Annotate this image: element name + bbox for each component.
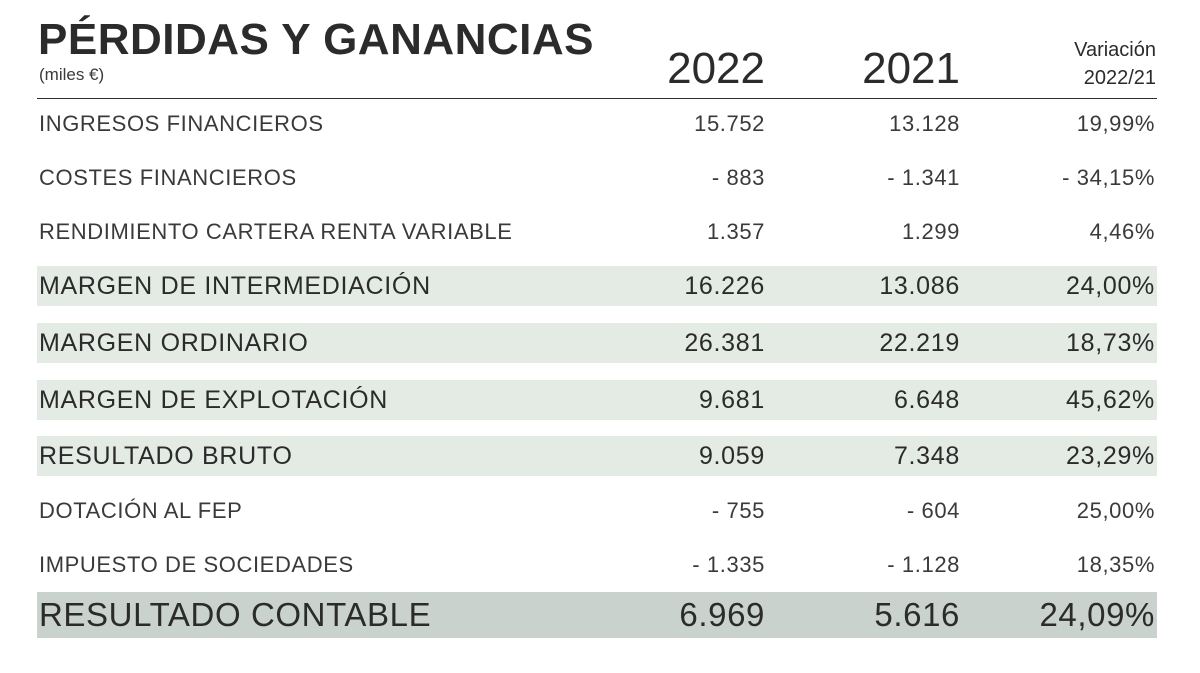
value-2022: 15.752 (694, 111, 765, 136)
value-2021: 13.086 (879, 272, 960, 300)
units-subtitle: (miles €) (39, 65, 105, 84)
value-2022: 9.059 (698, 442, 765, 470)
value-variation: 45,62% (1066, 386, 1155, 414)
value-variation: 24,09% (1039, 596, 1155, 633)
row-label: RESULTADO CONTABLE (39, 596, 432, 633)
table-row: MARGEN DE EXPLOTACIÓN 9.681 6.648 45,62% (37, 380, 1157, 420)
value-2022: 16.226 (684, 272, 765, 300)
value-2022: 6.969 (679, 596, 765, 633)
row-label: MARGEN DE INTERMEDIACIÓN (39, 272, 431, 300)
column-header-2022: 2022 (667, 44, 765, 93)
value-2021: 5.616 (874, 596, 960, 633)
table-row: COSTES FINANCIEROS - 883 - 1.341 - 34,15… (37, 158, 1157, 198)
value-2021: 6.648 (893, 386, 960, 414)
row-label: IMPUESTO DE SOCIEDADES (39, 552, 354, 577)
row-label: COSTES FINANCIEROS (39, 165, 297, 190)
value-variation: 18,73% (1066, 329, 1155, 357)
row-label: MARGEN ORDINARIO (39, 329, 309, 357)
table-row: MARGEN DE INTERMEDIACIÓN 16.226 13.086 2… (37, 266, 1157, 306)
row-label: RESULTADO BRUTO (39, 442, 293, 470)
table-row: INGRESOS FINANCIEROS 15.752 13.128 19,99… (37, 104, 1157, 144)
page-title: PÉRDIDAS Y GANANCIAS (38, 15, 595, 64)
table-row: IMPUESTO DE SOCIEDADES - 1.335 - 1.128 1… (37, 545, 1157, 585)
value-2022: - 883 (711, 165, 765, 190)
value-2021: - 1.341 (887, 165, 960, 190)
row-label: RENDIMIENTO CARTERA RENTA VARIABLE (39, 219, 513, 244)
value-2021: - 1.128 (887, 552, 960, 577)
value-2021: 7.348 (893, 442, 960, 470)
value-2022: 1.357 (706, 219, 765, 244)
row-label: INGRESOS FINANCIEROS (39, 111, 324, 136)
value-2022: 26.381 (684, 329, 765, 357)
value-2022: - 755 (711, 498, 765, 523)
value-variation: - 34,15% (1062, 165, 1155, 190)
value-2022: 9.681 (698, 386, 765, 414)
value-variation: 23,29% (1066, 442, 1155, 470)
row-label: MARGEN DE EXPLOTACIÓN (39, 386, 389, 414)
column-header-variation-line2: 2022/21 (1083, 67, 1156, 89)
column-header-variation-line1: Variación (1074, 39, 1156, 61)
table-row: MARGEN ORDINARIO 26.381 22.219 18,73% (37, 323, 1157, 363)
value-variation: 19,99% (1076, 111, 1155, 136)
value-variation: 18,35% (1076, 552, 1155, 577)
value-2022: - 1.335 (692, 552, 765, 577)
value-2021: 13.128 (889, 111, 960, 136)
value-2021: - 604 (906, 498, 960, 523)
value-2021: 22.219 (879, 329, 960, 357)
value-variation: 4,46% (1089, 219, 1155, 244)
value-variation: 25,00% (1076, 498, 1155, 523)
table-row: DOTACIÓN AL FEP - 755 - 604 25,00% (37, 491, 1157, 531)
column-header-variation: Variación 2022/21 (1074, 36, 1156, 92)
value-variation: 24,00% (1066, 272, 1155, 300)
table-row-total: RESULTADO CONTABLE 6.969 5.616 24,09% (37, 592, 1157, 638)
table-row: RESULTADO BRUTO 9.059 7.348 23,29% (37, 436, 1157, 476)
value-2021: 1.299 (901, 219, 960, 244)
header-divider (37, 98, 1157, 99)
row-label: DOTACIÓN AL FEP (39, 498, 243, 523)
column-header-2021: 2021 (862, 44, 960, 93)
table-row: RENDIMIENTO CARTERA RENTA VARIABLE 1.357… (37, 212, 1157, 252)
